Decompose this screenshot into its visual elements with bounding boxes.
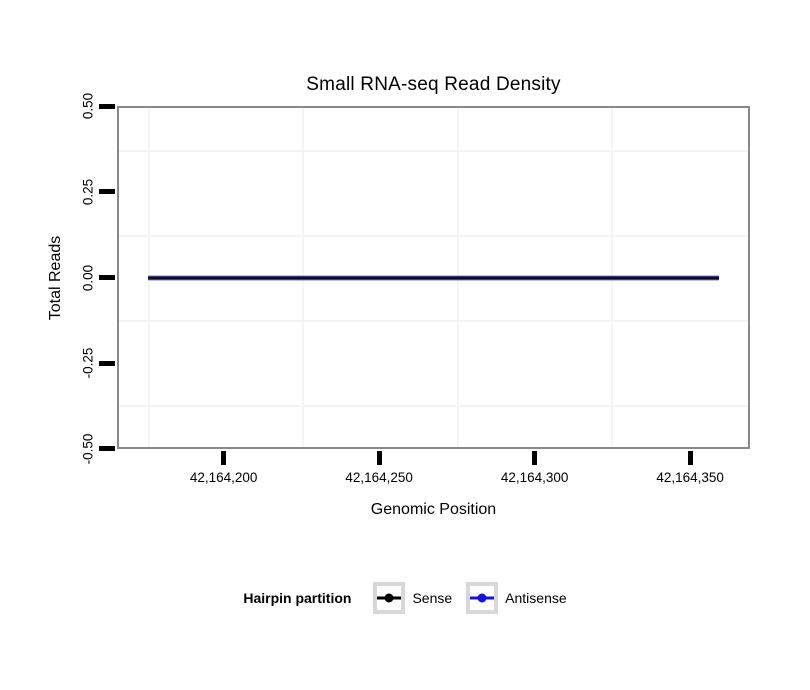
legend-key-sense bbox=[373, 582, 406, 614]
x-tick-label: 42,164,200 bbox=[189, 470, 258, 485]
x-tick-label: 42,164,300 bbox=[500, 470, 569, 485]
y-tick-label: 0.25 bbox=[80, 178, 96, 205]
chart-title: Small RNA-seq Read Density bbox=[306, 74, 561, 95]
y-tick-mark bbox=[99, 446, 115, 451]
minor-gridline-horizontal bbox=[119, 235, 748, 238]
y-axis-title: Total Reads bbox=[47, 235, 64, 320]
y-tick-label: -0.25 bbox=[80, 347, 96, 379]
x-axis-title: Genomic Position bbox=[370, 501, 497, 518]
y-tick-mark bbox=[99, 360, 115, 366]
legend-label-antisense: Antisense bbox=[505, 590, 567, 606]
y-tick-mark bbox=[99, 189, 115, 195]
x-tick-label: 42,164,350 bbox=[656, 470, 724, 485]
sense-point-swatch-icon bbox=[384, 593, 394, 603]
x-tick-mark bbox=[376, 451, 382, 465]
y-tick-label: -0.50 bbox=[80, 433, 96, 465]
minor-gridline-horizontal bbox=[119, 404, 748, 407]
read-density-line-sense-antisense-overlap bbox=[147, 275, 720, 280]
x-tick-mark bbox=[532, 451, 538, 465]
x-tick-mark bbox=[687, 451, 693, 465]
y-tick-label: 0.00 bbox=[80, 264, 96, 291]
x-tick-label: 42,164,250 bbox=[345, 470, 413, 485]
minor-gridline-horizontal bbox=[119, 150, 748, 153]
plot-area-wrapper: 0.50 0.25 0.00 -0.25 -0.50 42,164,200 42… bbox=[47, 93, 750, 518]
legend-entry-sense: Sense bbox=[373, 582, 452, 614]
legend-key-antisense bbox=[466, 582, 499, 614]
y-tick-mark bbox=[99, 104, 115, 109]
legend-label-sense: Sense bbox=[412, 590, 453, 606]
x-tick-mark bbox=[221, 451, 227, 465]
legend: Hairpin partition Sense Antisense bbox=[0, 580, 810, 616]
legend-entry-antisense: Antisense bbox=[466, 582, 567, 614]
antisense-point-swatch-icon bbox=[477, 593, 487, 603]
plot-panel bbox=[117, 106, 750, 449]
legend-title: Hairpin partition bbox=[243, 590, 352, 606]
y-tick-label: 0.50 bbox=[80, 92, 96, 120]
y-tick-mark bbox=[99, 275, 115, 280]
minor-gridline-horizontal bbox=[119, 319, 748, 322]
